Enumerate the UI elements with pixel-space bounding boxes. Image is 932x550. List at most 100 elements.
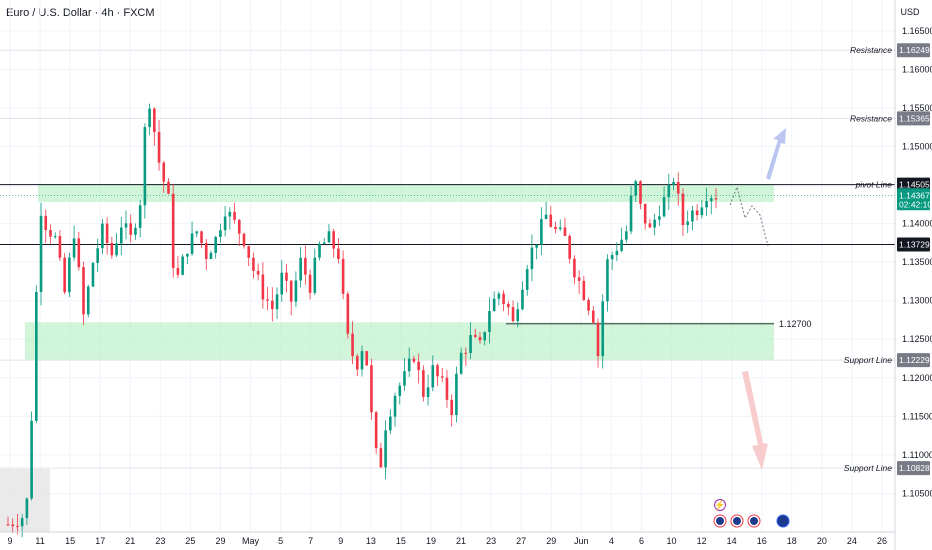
candle-body xyxy=(530,247,534,270)
candle-body xyxy=(110,242,114,256)
drawings xyxy=(729,128,786,470)
y-tick-label: 1.15000 xyxy=(902,141,932,151)
candle-body xyxy=(483,332,487,341)
candle-body xyxy=(445,377,449,400)
candle-body xyxy=(393,395,397,417)
candle-body xyxy=(455,373,458,416)
candle-body xyxy=(511,307,515,322)
candle-body xyxy=(58,236,62,258)
candle-body xyxy=(20,518,24,527)
candle-body xyxy=(157,132,161,163)
candle-body xyxy=(558,227,562,230)
x-tick-label: 15 xyxy=(65,536,75,546)
x-tick-label: 18 xyxy=(787,536,797,546)
candle-body xyxy=(72,238,76,258)
y-tick-label: 1.14000 xyxy=(902,219,932,229)
price-tag xyxy=(897,43,930,58)
candle-body xyxy=(96,248,99,263)
candle-body xyxy=(676,181,680,194)
candle-body xyxy=(672,181,675,185)
event-markers[interactable]: ⚡ xyxy=(713,499,790,528)
candle-body xyxy=(563,227,567,236)
price-tag xyxy=(897,461,930,476)
us-flag-inner xyxy=(750,517,758,525)
candle-body xyxy=(351,333,354,357)
candle-body xyxy=(105,223,109,243)
candle-body xyxy=(204,243,208,260)
candle-body xyxy=(464,352,468,354)
candle-body xyxy=(327,231,331,243)
x-tick-label: 29 xyxy=(546,536,556,546)
level-label: Resistance xyxy=(850,113,892,123)
candle-body xyxy=(384,430,387,468)
candle-body xyxy=(639,181,642,204)
x-tick-label: 21 xyxy=(125,536,135,546)
candle-body xyxy=(252,257,255,271)
candle-body xyxy=(124,223,128,228)
candle-body xyxy=(63,257,66,293)
candle-body xyxy=(101,223,104,249)
x-tick-label: 19 xyxy=(426,536,436,546)
candle-body xyxy=(214,236,217,253)
candle-body xyxy=(591,310,595,323)
candle-body xyxy=(176,268,180,275)
candle-body xyxy=(86,286,90,315)
candle-body xyxy=(459,352,463,374)
candle-body xyxy=(162,162,166,182)
x-tick-label: 13 xyxy=(366,536,376,546)
candle-body xyxy=(115,243,118,256)
candle-body xyxy=(714,198,718,200)
candle-body xyxy=(219,230,222,237)
candle-body xyxy=(709,198,713,202)
candle-body xyxy=(398,385,402,396)
us-flag-inner xyxy=(716,517,724,525)
candle-body xyxy=(53,236,57,238)
candle-body xyxy=(634,181,638,196)
candle-body xyxy=(374,412,378,449)
down-arrow xyxy=(742,371,768,470)
candle-body xyxy=(596,322,600,357)
y-tick-label: 1.13500 xyxy=(902,257,932,267)
y-tick-label: 1.16000 xyxy=(902,64,932,74)
candle-body xyxy=(497,293,501,299)
level-label: Resistance xyxy=(850,45,892,55)
candle-body xyxy=(407,358,411,372)
candle-body xyxy=(370,365,373,413)
candle-body xyxy=(440,376,444,378)
price-tag-value: 1.15365 xyxy=(899,113,930,123)
price-tag xyxy=(897,177,930,192)
candle-body xyxy=(525,269,529,290)
candle-body xyxy=(568,235,571,259)
candle-body xyxy=(610,255,614,260)
candle-body xyxy=(289,280,293,302)
price-tag-value: 1.14505 xyxy=(899,180,930,190)
candle-body xyxy=(379,448,383,468)
current-price-value: 1.14367 xyxy=(899,190,930,200)
y-tick-label: 1.11000 xyxy=(902,450,932,460)
x-tick-label: 15 xyxy=(396,536,406,546)
candle-body xyxy=(355,356,359,370)
candle-body xyxy=(119,227,123,244)
candle-body xyxy=(49,230,52,237)
x-tick-label: 12 xyxy=(697,536,707,546)
x-tick-label: 23 xyxy=(155,536,165,546)
x-tick-label: 4 xyxy=(609,536,614,546)
candle-body xyxy=(389,416,392,431)
candle-body xyxy=(535,244,538,248)
candle-body xyxy=(403,371,406,386)
candle-body xyxy=(492,298,496,312)
candle-body xyxy=(16,526,19,528)
candle-body xyxy=(620,239,623,251)
horizontal-levels[interactable]: Resistance 1.16249 Resistance 1.15365 pivot … xyxy=(0,43,932,476)
candle-body xyxy=(658,216,661,220)
candle-body xyxy=(167,181,170,194)
candle-body xyxy=(426,387,430,398)
candle-body xyxy=(587,299,590,311)
x-tick-label: 23 xyxy=(486,536,496,546)
candle-body xyxy=(521,289,524,310)
x-tick-label: 16 xyxy=(757,536,767,546)
candle-body xyxy=(422,370,425,398)
candle-body xyxy=(488,311,491,333)
annotation-label: 1.12700 xyxy=(779,319,812,329)
